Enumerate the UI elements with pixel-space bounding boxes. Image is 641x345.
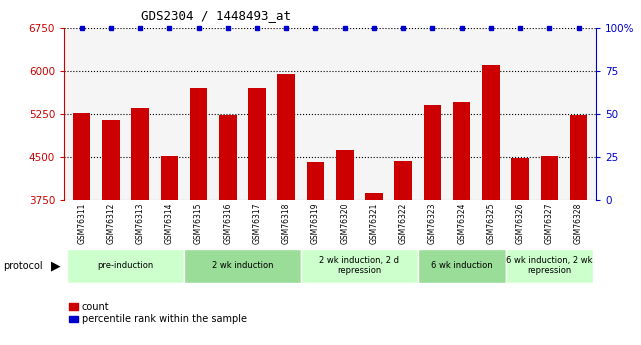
Bar (102, 120, 120, 200)
Bar (336, 150, 353, 200)
Text: 2 wk induction: 2 wk induction (212, 261, 273, 270)
Text: GSM76320: GSM76320 (340, 203, 349, 244)
Text: GSM76311: GSM76311 (77, 203, 86, 244)
Bar (570, 115, 587, 200)
Bar (394, 161, 412, 200)
Bar (512, 158, 529, 200)
Bar (424, 105, 441, 200)
Bar (184, 248, 301, 283)
Text: 6 wk induction, 2 wk
repression: 6 wk induction, 2 wk repression (506, 256, 593, 275)
Bar (160, 156, 178, 200)
Text: GSM76322: GSM76322 (399, 203, 408, 244)
Bar (278, 73, 295, 200)
Bar (248, 88, 266, 200)
Text: GSM76314: GSM76314 (165, 203, 174, 244)
Bar (219, 115, 237, 200)
Text: GSM76317: GSM76317 (253, 203, 262, 244)
Text: GSM76327: GSM76327 (545, 203, 554, 244)
Text: 6 wk induction: 6 wk induction (431, 261, 492, 270)
Bar (190, 88, 207, 200)
Bar (506, 248, 593, 283)
Bar (67, 248, 184, 283)
Bar (540, 156, 558, 200)
Bar (301, 248, 418, 283)
Bar (418, 248, 506, 283)
Text: GSM76313: GSM76313 (136, 203, 145, 244)
Bar (482, 65, 500, 200)
Legend: count, percentile rank within the sample: count, percentile rank within the sample (69, 302, 247, 325)
Text: protocol: protocol (3, 262, 43, 271)
Text: ▶: ▶ (51, 260, 61, 273)
Text: GSM76318: GSM76318 (282, 203, 291, 244)
Text: pre-induction: pre-induction (97, 261, 154, 270)
Bar (131, 108, 149, 200)
Text: GSM76312: GSM76312 (106, 203, 115, 244)
Text: GSM76319: GSM76319 (311, 203, 320, 244)
Bar (307, 161, 324, 200)
Text: GSM76326: GSM76326 (515, 203, 524, 244)
Bar (73, 113, 90, 200)
Bar (453, 102, 470, 200)
Text: GSM76324: GSM76324 (457, 203, 466, 244)
Text: GSM76315: GSM76315 (194, 203, 203, 244)
Text: GSM76325: GSM76325 (487, 203, 495, 244)
Text: GSM76316: GSM76316 (223, 203, 232, 244)
Text: GDS2304 / 1448493_at: GDS2304 / 1448493_at (141, 9, 291, 22)
Text: GSM76321: GSM76321 (369, 203, 378, 244)
Bar (365, 193, 383, 200)
Text: GSM76323: GSM76323 (428, 203, 437, 244)
Text: 2 wk induction, 2 d
repression: 2 wk induction, 2 d repression (319, 256, 399, 275)
Text: GSM76328: GSM76328 (574, 203, 583, 244)
